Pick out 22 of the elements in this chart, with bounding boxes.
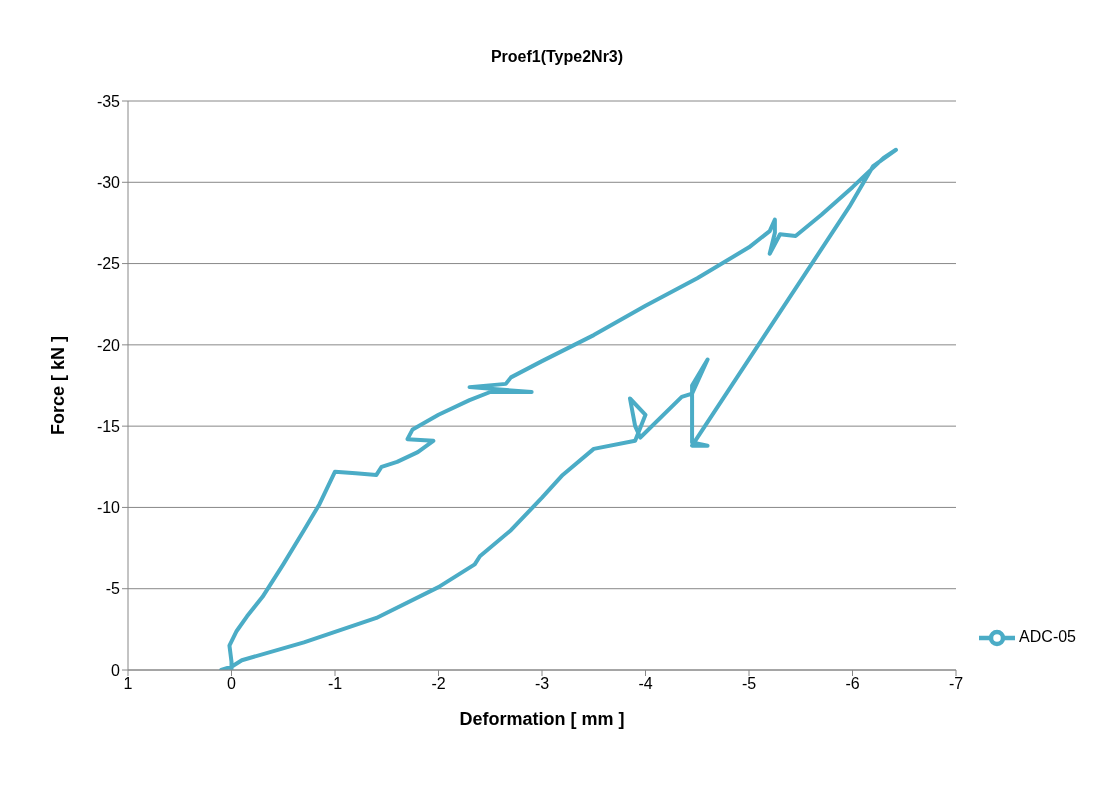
legend-label: ADC-05: [1019, 628, 1076, 646]
y-tick-label: -10: [96, 499, 121, 517]
y-tick-label: -5: [105, 580, 121, 598]
y-tick-label: -25: [96, 255, 121, 273]
x-tick-label: -3: [534, 675, 550, 693]
x-tick-label: -7: [948, 675, 964, 693]
x-tick-label: -1: [327, 675, 343, 693]
chart-title: Proef1(Type2Nr3): [489, 47, 625, 66]
x-axis-title: Deformation [ mm ]: [459, 709, 625, 729]
y-tick-label: -35: [96, 92, 121, 110]
line-series: [219, 147, 898, 670]
y-axis-title: Force [ kN ]: [48, 335, 69, 436]
x-tick-label: -4: [638, 675, 653, 693]
x-tick-label: -6: [845, 675, 860, 693]
x-tick-label: -5: [741, 675, 757, 693]
x-tick-label: 0: [227, 675, 237, 693]
y-tick-label: -20: [96, 336, 121, 354]
y-tick-label: -30: [96, 173, 121, 191]
x-tick-label: 1: [123, 675, 133, 693]
y-tick-label: -15: [96, 417, 121, 435]
y-tick-label: 0: [111, 661, 121, 679]
x-tick-label: -2: [431, 675, 446, 693]
